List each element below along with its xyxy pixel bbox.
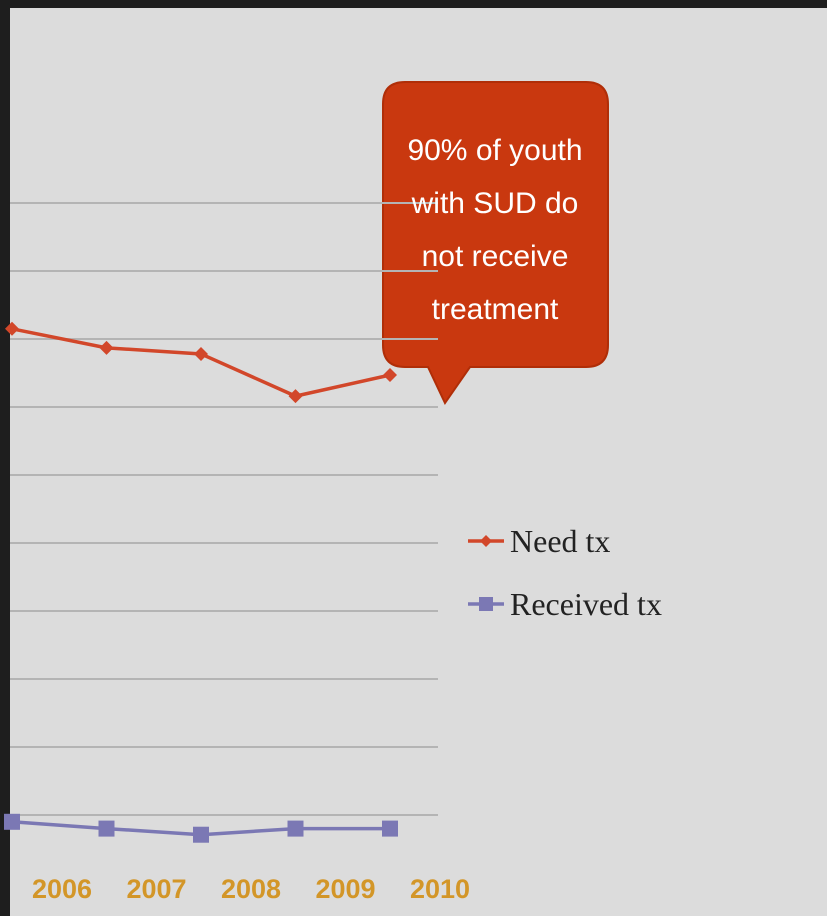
legend-label: Received tx	[510, 586, 662, 622]
data-point	[5, 321, 19, 336]
data-point	[383, 368, 397, 383]
data-point	[287, 820, 304, 837]
data-point	[288, 389, 303, 404]
callout-text: not receive	[422, 240, 569, 273]
callout-text: with SUD do	[411, 187, 579, 220]
data-point	[382, 820, 398, 837]
x-tick-label: 2008	[221, 874, 281, 904]
legend-marker	[479, 597, 493, 611]
x-tick-label: 2010	[410, 874, 470, 904]
x-tick-label: 2007	[126, 874, 186, 904]
data-point	[4, 813, 20, 830]
legend-marker	[480, 535, 492, 547]
callout	[382, 81, 609, 405]
x-tick-label: 2006	[32, 874, 92, 904]
data-point	[99, 340, 114, 355]
data-point	[194, 346, 208, 361]
x-tick-label: 2009	[315, 874, 375, 904]
callout-box	[382, 81, 609, 405]
data-point	[98, 820, 115, 837]
data-point	[193, 826, 209, 843]
callout-text: treatment	[432, 293, 559, 326]
legend-label: Need tx	[510, 523, 610, 559]
callout-text: 90% of youth	[407, 134, 582, 167]
